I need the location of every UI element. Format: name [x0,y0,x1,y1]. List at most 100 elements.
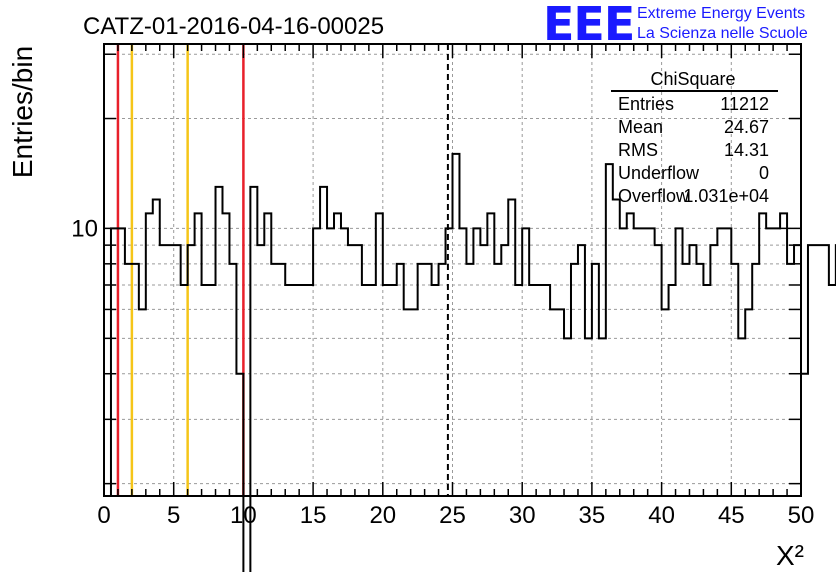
histogram-bin [689,245,696,496]
histogram-bin [473,228,480,496]
x-tick-label: 20 [369,502,396,529]
histogram-bin [529,285,536,496]
histogram-bin [411,309,418,496]
histogram-bin [355,245,362,496]
axes: 0 5 10 15 20 25 30 35 40 45 50 10 [71,43,814,529]
histogram-bin [439,264,446,496]
stats-value-overflow: 1.031e+04 [683,186,769,206]
histogram-bin [634,228,641,496]
histogram-bin [683,264,690,496]
histogram-bin [160,245,167,496]
histogram-bin [676,228,683,496]
histogram [104,152,836,572]
grid [103,44,802,496]
histogram-bin [222,213,229,496]
histogram-bin [132,264,139,496]
histogram-bin [174,245,181,496]
histogram-bin [285,285,292,496]
stats-label-entries: Entries [618,94,674,114]
histogram-bin [125,264,132,496]
histogram-bin [139,309,146,496]
x-tick-label: 30 [509,502,536,529]
histogram-bin [195,213,202,496]
x-tick-label: 45 [718,502,745,529]
histogram-bin [766,228,773,496]
histogram-bin [724,228,731,496]
x-axis-label: X² [776,540,804,571]
histogram-bin [236,374,243,496]
histogram-bin [613,200,620,496]
histogram-bin [188,245,195,496]
stats-label-underflow: Underflow [618,163,700,183]
histogram-bin [710,245,717,496]
x-tick-label: 15 [300,502,327,529]
x-tick-label: 0 [97,502,110,529]
histogram-bin [543,285,550,496]
histogram-bin [362,285,369,496]
histogram-bin [453,154,460,496]
histogram-bin [348,245,355,496]
histogram-bin [257,245,264,496]
histogram-bin [669,285,676,496]
histogram-bin [773,228,780,496]
histogram-bin [536,285,543,496]
histogram-bin [390,285,397,496]
histogram-bin [118,228,125,496]
stats-box: ChiSquare Entries 11212 Mean 24.67 RMS 1… [611,69,778,206]
stats-label-mean: Mean [618,117,663,137]
histogram-bin [250,187,257,496]
histogram-bin [738,338,745,496]
histogram-bin [599,338,606,496]
histogram-bin [759,213,766,496]
histogram-bin [564,338,571,496]
histogram-bin [418,264,425,496]
stats-label-rms: RMS [618,140,658,160]
histogram-bin [655,245,662,496]
histogram-bin [425,264,432,496]
logo: EEE Extreme Energy Events La Scienza nel… [543,0,808,51]
histogram-bin [181,285,188,496]
histogram-bin [815,245,822,496]
histogram-bin [341,228,348,496]
histogram-bin [557,309,564,496]
histogram-bin [494,264,501,496]
histogram-bin [264,213,271,496]
histogram-bin [376,213,383,496]
stats-value-underflow: 0 [759,163,769,183]
logo-line2: La Scienza nelle Scuole [637,25,808,42]
x-tick-label: 10 [230,502,257,529]
histogram-bin [606,164,613,496]
histogram-bin [752,264,759,496]
histogram-bin [459,228,466,496]
histogram-bin [829,285,836,496]
histogram-bin [146,213,153,496]
histogram-bin [522,228,529,496]
histogram-bin [480,245,487,496]
stats-value-mean: 24.67 [724,117,769,137]
histogram-bin [808,245,815,496]
histogram-bin [515,285,522,496]
histogram-bin [822,245,829,496]
histogram-bin [627,213,634,496]
histogram-bin [446,228,453,496]
histogram-bin [334,213,341,496]
histogram-bin [780,213,787,496]
histogram-bin [167,245,174,496]
histogram-bin [696,264,703,496]
histogram-bin [592,264,599,496]
histogram-bin [620,228,627,496]
histogram-bin [202,285,209,496]
histogram-bin [292,285,299,496]
histogram-bin [745,309,752,496]
stats-value-rms: 14.31 [724,140,769,160]
x-tick-label: 25 [439,502,466,529]
histogram-bin [299,285,306,496]
histogram-bin [111,228,118,496]
histogram-bin [501,245,508,496]
histogram-bin [432,285,439,496]
histogram-bin [550,309,557,496]
histogram-outline [104,152,836,572]
histogram-bin [571,264,578,496]
histogram-bin [731,264,738,496]
histogram-bin [801,374,808,496]
